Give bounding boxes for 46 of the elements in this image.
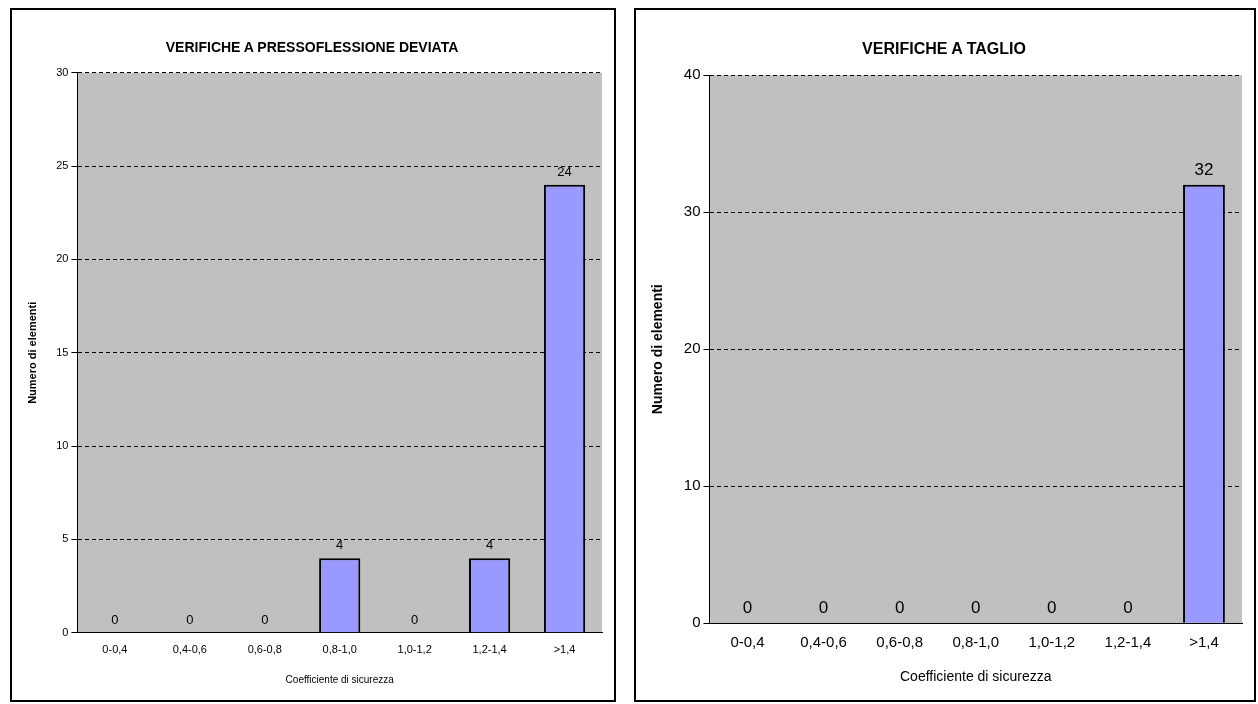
y-tick-label: 30 — [683, 202, 701, 220]
data-label: 0 — [818, 598, 829, 618]
y-tick-label: 25 — [56, 159, 69, 172]
x-tick-label: >1,4 — [553, 643, 576, 656]
x-tick-label: 0-0,4 — [730, 633, 765, 651]
x-tick-label: 0,6-0,8 — [247, 643, 282, 656]
y-axis-title: Numero di elementi — [25, 301, 38, 404]
data-label: 0 — [411, 611, 419, 627]
data-label: 0 — [111, 611, 119, 627]
data-label: 32 — [1194, 159, 1214, 179]
data-label: 0 — [1047, 598, 1057, 618]
x-tick-label: >1,4 — [1189, 633, 1219, 651]
data-label: 4 — [485, 537, 494, 553]
y-tick-label: 5 — [62, 532, 69, 545]
y-tick-label: 20 — [683, 339, 701, 357]
data-label: 0 — [186, 611, 194, 627]
y-tick-label: 0 — [692, 613, 701, 631]
data-label: 0 — [971, 598, 981, 618]
data-label: 24 — [557, 163, 572, 179]
y-tick-label: 15 — [56, 345, 69, 358]
y-tick-label: 0 — [62, 625, 69, 638]
x-tick-label: 1,2-1,4 — [1104, 633, 1152, 651]
x-axis-title: Coefficiente di sicurezza — [285, 673, 395, 685]
x-tick-label: 0,6-0,8 — [876, 633, 924, 651]
data-label: 0 — [1123, 598, 1133, 618]
chart-title: VERIFICHE A TAGLIO — [862, 40, 1026, 58]
y-tick-label: 40 — [683, 65, 701, 83]
x-tick-label: 1,0-1,2 — [397, 643, 432, 656]
x-tick-label: 1,0-1,2 — [1028, 633, 1076, 651]
y-tick-label: 10 — [56, 439, 69, 452]
y-tick-label: 30 — [56, 65, 69, 78]
x-axis-title: Coefficiente di sicurezza — [900, 668, 1052, 685]
y-tick-label: 10 — [683, 476, 701, 494]
x-tick-label: 0,4-0,6 — [800, 633, 847, 651]
chart-title: VERIFICHE A PRESSOFLESSIONE DEVIATA — [165, 39, 459, 56]
data-label: 4 — [336, 537, 344, 553]
x-tick-label: 0,8-1,0 — [322, 643, 357, 656]
data-label: 0 — [742, 598, 753, 618]
x-tick-label: 0,8-1,0 — [952, 633, 1000, 651]
y-tick-label: 20 — [56, 252, 69, 265]
x-tick-label: 0,4-0,6 — [172, 643, 207, 656]
x-tick-label: 1,2-1,4 — [472, 643, 507, 656]
data-label: 0 — [261, 611, 269, 627]
x-tick-label: 0-0,4 — [102, 643, 128, 656]
y-axis-title: Numero di elementi — [649, 284, 666, 415]
data-label: 0 — [894, 598, 905, 618]
